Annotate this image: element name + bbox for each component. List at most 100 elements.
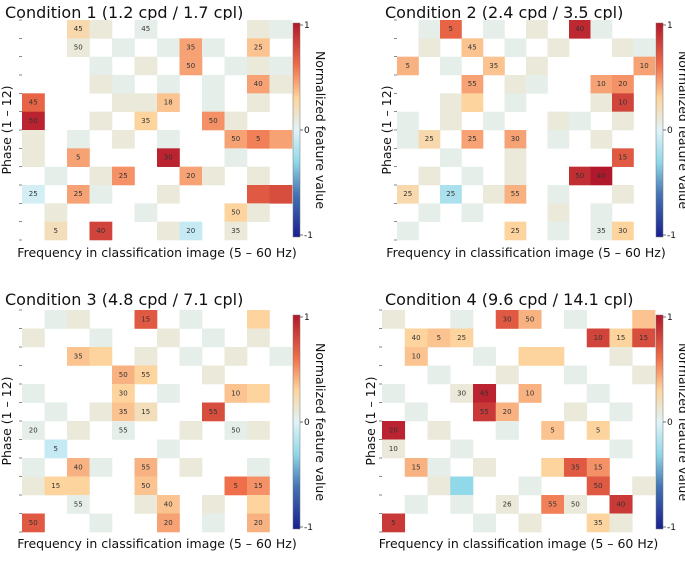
colorbar-tick-label: -1: [304, 523, 313, 533]
heatmap-cell: [564, 402, 588, 422]
heatmap-cell: [418, 38, 441, 57]
cell-label: 50: [594, 482, 603, 490]
colorbar: [292, 22, 301, 238]
x-axis-label: Frequency in classification image (5 – 6…: [17, 245, 296, 260]
cell-label: 15: [412, 463, 421, 471]
cell-label: 35: [119, 408, 128, 416]
cell-label: 5: [596, 426, 600, 434]
cell-label: 55: [548, 500, 557, 508]
cell-label: 10: [640, 62, 649, 70]
heatmap-cell: [202, 365, 225, 385]
heatmap-cell: [427, 476, 451, 496]
heatmap-cell: [247, 328, 270, 348]
heatmap-cell: [483, 111, 505, 131]
heatmap-cell: [44, 221, 68, 241]
heatmap-cell: [67, 38, 90, 57]
heatmap-cell: [526, 20, 548, 39]
x-axis-label: Frequency in classification image (5 – 6…: [379, 536, 658, 551]
heatmap-cell: [89, 185, 113, 204]
cell-label: 26: [503, 500, 512, 508]
heatmap-cell: [418, 20, 441, 39]
heatmap-cell: [397, 221, 419, 241]
heatmap-cell: [495, 310, 519, 329]
heatmap-cell: [397, 56, 419, 76]
heatmap-cell: [269, 185, 293, 204]
heatmap-cell: [495, 495, 519, 514]
cell-label: 10: [594, 334, 603, 342]
heatmap-cell: [404, 347, 428, 366]
cell-label: 30: [164, 154, 173, 162]
heatmap-cell: [632, 365, 656, 385]
cell-label: 40: [597, 172, 606, 180]
heatmap-cell: [382, 439, 406, 459]
heatmap-cell: [473, 347, 497, 366]
heatmap-cell: [633, 38, 656, 57]
heatmap-cell: [44, 203, 68, 222]
cell-label: 35: [231, 227, 240, 235]
heatmap-cell: [450, 384, 474, 403]
heatmap-cell: [495, 365, 519, 385]
cell-label: 55: [119, 426, 128, 434]
heatmap-cell: [112, 93, 135, 112]
heatmap-cell: [440, 20, 462, 39]
heatmap-cell: [134, 203, 158, 222]
heatmap-cell: [134, 310, 158, 329]
heatmap-cell: [134, 402, 158, 422]
heatmap-cell: [609, 347, 633, 366]
cell-label: 50: [575, 172, 584, 180]
heatmap-cell: [22, 93, 45, 112]
cell-label: 35: [594, 519, 603, 527]
heatmap-cell: [526, 56, 548, 76]
cell-label: 15: [254, 482, 263, 490]
heatmap-cell: [483, 185, 505, 204]
cell-label: 30: [457, 389, 466, 397]
cell-label: 50: [29, 117, 38, 125]
cell-label: 40: [616, 500, 625, 508]
cell-label: 5: [76, 154, 80, 162]
heatmap-cell: [504, 75, 527, 94]
heatmap-cell: [541, 347, 565, 366]
cell-label: 25: [457, 334, 466, 342]
heatmap-cell: [269, 130, 293, 149]
heatmap-cell: [547, 221, 570, 241]
heatmap-cell: [224, 221, 248, 241]
heatmap-cell: [247, 38, 270, 57]
heatmap-cell: [404, 458, 428, 477]
cell-label: 30: [511, 135, 520, 143]
colorbar-tick-label: 1: [667, 21, 673, 31]
heatmap-cell: [157, 93, 180, 112]
cell-label: 25: [254, 44, 263, 52]
heatmap-cell: [224, 347, 248, 366]
cell-label: 20: [618, 80, 627, 88]
heatmap-cell: [247, 75, 270, 94]
heatmap-cell: [483, 56, 505, 76]
heatmap-cell: [247, 166, 270, 186]
cell-label: 40: [575, 25, 584, 33]
cell-label: 35: [141, 117, 150, 125]
heatmap-cell: [247, 458, 270, 477]
heatmap-cell: [590, 20, 613, 39]
heatmap-cell: [382, 310, 406, 329]
heatmap-cell: [450, 476, 474, 496]
cell-label: 30: [618, 227, 627, 235]
colorbar-tick-label: 1: [304, 313, 310, 323]
heatmap-cell: [202, 402, 225, 422]
heatmap-cell: [586, 513, 610, 533]
heatmap-cell: [202, 38, 225, 57]
heatmap-cell: [224, 56, 248, 76]
cell-label: 50: [141, 482, 150, 490]
heatmap-cell: [440, 111, 462, 131]
heatmap-cell: [89, 458, 113, 477]
heatmap-cell: [22, 130, 45, 149]
heatmap-cell: [134, 20, 158, 39]
heatmap-cell: [609, 328, 633, 348]
cell-label: 50: [209, 117, 218, 125]
colorbar-tick-label: 0: [667, 418, 673, 428]
colorbar-label: Normalized feature value: [676, 343, 685, 501]
cell-label: 15: [51, 482, 60, 490]
heatmap-cell: [134, 365, 158, 385]
heatmap-cell: [44, 439, 68, 459]
heatmap-cell: [418, 130, 441, 149]
